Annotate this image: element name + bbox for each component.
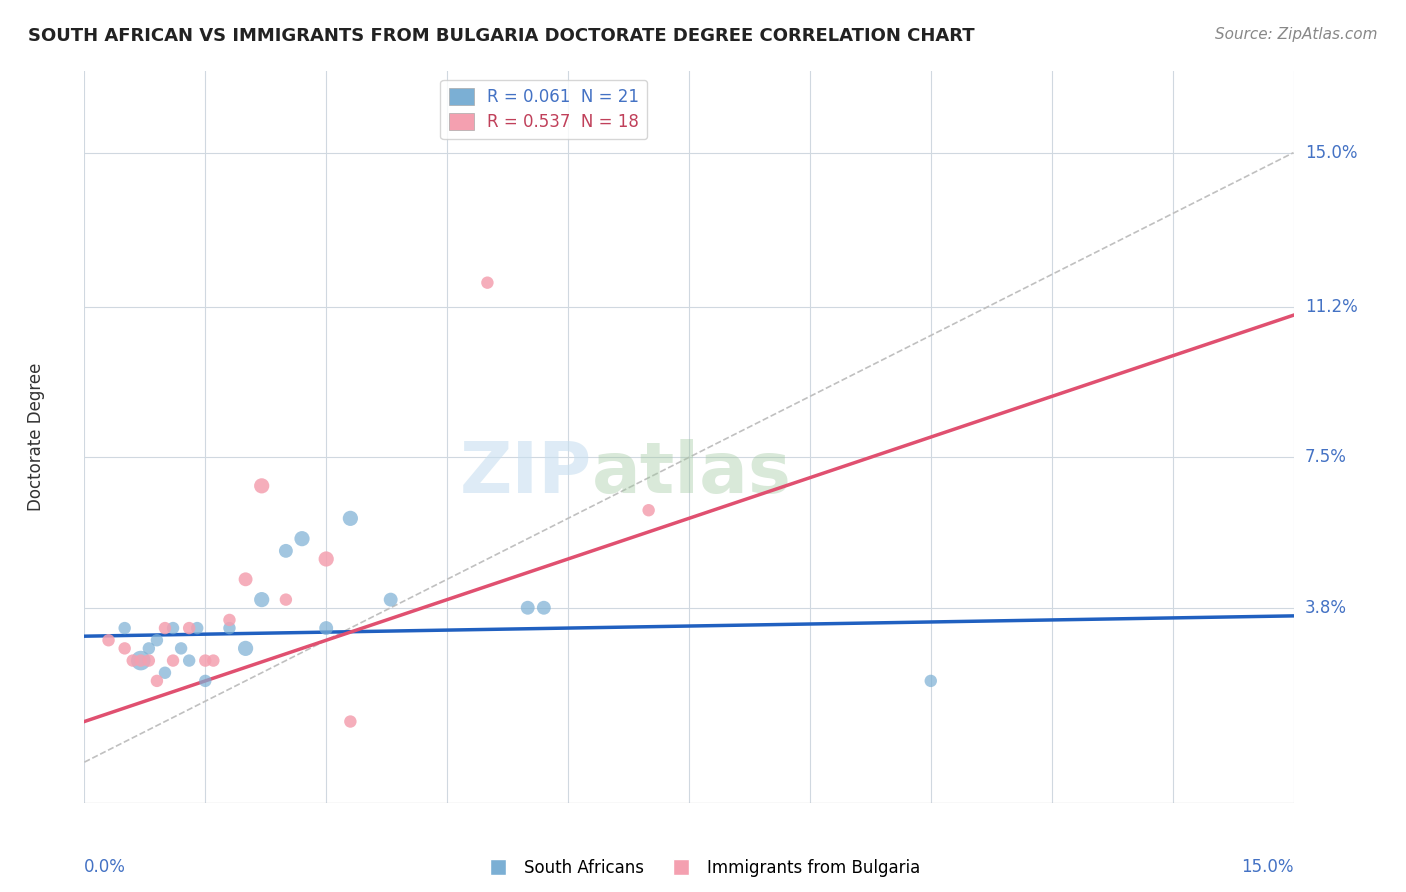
Point — [170, 641, 193, 656]
Point — [129, 654, 152, 668]
Point — [186, 621, 208, 635]
Point — [339, 714, 361, 729]
Point — [291, 532, 314, 546]
Text: 15.0%: 15.0% — [1241, 858, 1294, 876]
Point — [194, 654, 217, 668]
Legend: South Africans, Immigrants from Bulgaria: South Africans, Immigrants from Bulgaria — [479, 853, 927, 884]
Point — [477, 276, 499, 290]
Point — [250, 592, 273, 607]
Point — [179, 621, 201, 635]
Point — [250, 479, 273, 493]
Point — [194, 673, 217, 688]
Text: Source: ZipAtlas.com: Source: ZipAtlas.com — [1215, 27, 1378, 42]
Point — [97, 633, 120, 648]
Point — [516, 600, 538, 615]
Point — [202, 654, 225, 668]
Point — [162, 654, 184, 668]
Point — [637, 503, 659, 517]
Point — [235, 572, 257, 586]
Legend: R = 0.061  N = 21, R = 0.537  N = 18: R = 0.061 N = 21, R = 0.537 N = 18 — [440, 79, 647, 139]
Point — [146, 673, 169, 688]
Point — [153, 665, 176, 680]
Point — [153, 621, 176, 635]
Text: ZIP: ZIP — [460, 439, 592, 508]
Point — [121, 654, 143, 668]
Text: atlas: atlas — [592, 439, 792, 508]
Point — [315, 552, 337, 566]
Point — [114, 621, 136, 635]
Point — [138, 654, 160, 668]
Point — [274, 544, 297, 558]
Text: 3.8%: 3.8% — [1305, 599, 1347, 616]
Point — [114, 641, 136, 656]
Point — [138, 641, 160, 656]
Text: 0.0%: 0.0% — [84, 858, 127, 876]
Point — [920, 673, 942, 688]
Point — [218, 613, 240, 627]
Point — [218, 621, 240, 635]
Point — [315, 621, 337, 635]
Point — [235, 641, 257, 656]
Point — [179, 654, 201, 668]
Point — [533, 600, 555, 615]
Point — [129, 654, 152, 668]
Point — [146, 633, 169, 648]
Text: 15.0%: 15.0% — [1305, 144, 1357, 161]
Text: SOUTH AFRICAN VS IMMIGRANTS FROM BULGARIA DOCTORATE DEGREE CORRELATION CHART: SOUTH AFRICAN VS IMMIGRANTS FROM BULGARI… — [28, 27, 974, 45]
Text: Doctorate Degree: Doctorate Degree — [27, 363, 45, 511]
Point — [380, 592, 402, 607]
Point — [274, 592, 297, 607]
Text: 7.5%: 7.5% — [1305, 449, 1347, 467]
Point — [162, 621, 184, 635]
Text: 11.2%: 11.2% — [1305, 298, 1357, 316]
Point — [339, 511, 361, 525]
